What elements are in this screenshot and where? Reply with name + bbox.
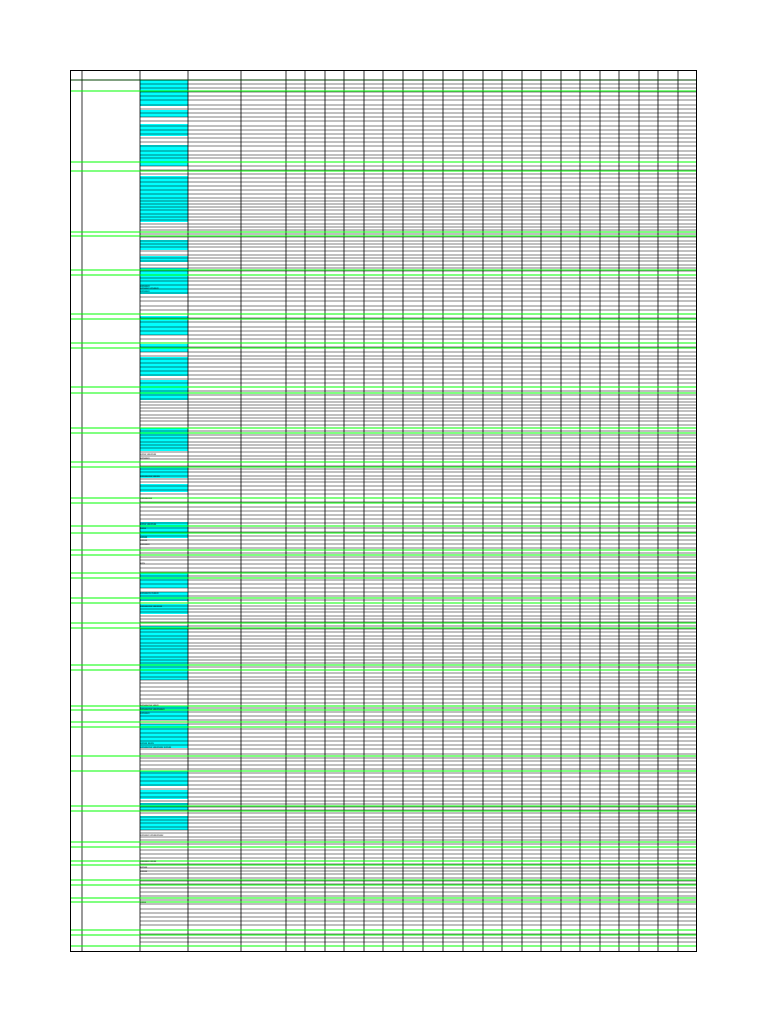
cell-note[interactable]: xxxxxx [140,870,148,873]
cell-note[interactable]: xxxxxxxx [140,543,150,546]
highlighted-cell-block [140,357,188,376]
cell-note[interactable]: xxxxx xxxxxxxx [140,453,157,456]
highlighted-cell-block [140,176,188,222]
cell-note[interactable]: xxxxxxxxxx xxxxxxxxxx [140,708,165,711]
cell-note[interactable]: xxxxx [140,901,146,904]
cell-note[interactable]: xxxxxxxx [140,290,150,293]
highlighted-cell-block [140,573,188,588]
highlighted-cell-block [140,467,188,478]
highlighted-cell-block [140,592,188,601]
cell-note[interactable]: xxxxxxxx [140,457,150,460]
cell-note[interactable]: xxxxxxxx [140,712,150,715]
cell-note[interactable]: xxxxxx [140,536,148,539]
cell-note[interactable]: xxxxxxxxxx xxxxx [140,704,159,707]
highlighted-cell-block [140,316,188,335]
highlighted-cell-block [140,484,188,492]
highlighted-cell-block [140,240,188,250]
cell-note[interactable]: xxxxxxxxxx xxxxxxxx [140,605,163,608]
grid-lines [70,70,697,952]
highlighted-cell-block [140,80,188,106]
highlighted-cell-block [140,256,188,262]
cell-note[interactable]: xxxxxx [140,866,148,869]
cell-note[interactable]: xxxxxxxxx xxxxxx [140,592,159,595]
cell-note[interactable]: xxxxxxxx xxxxxxx [140,287,159,290]
cell-note[interactable]: xxxxxxxx [140,285,150,288]
cell-note[interactable]: xxxxxxxx xxxxx [140,860,157,863]
sheet-border [70,70,697,952]
highlighted-cell-block [140,790,188,799]
cell-note[interactable]: xxxxxxxxxx xxxxxxxxx xxxxxx [140,746,172,749]
cell-note[interactable]: xxxxxxxxxx [140,497,152,500]
highlighted-cell-block [140,428,188,451]
cell-note[interactable]: xxxx [140,562,145,565]
highlighted-cell-block [140,771,188,786]
cell-note[interactable]: xxxxxx [140,539,148,542]
cell-note[interactable]: xxxxx xxxxxxxx [140,523,157,526]
highlighted-cell-block [140,110,188,117]
highlighted-cell-block [140,724,188,748]
highlighted-cell-block [140,145,188,166]
cell-note[interactable]: xxxxx [140,527,146,530]
cell-note[interactable]: xxxxxx xxxxx [140,742,154,745]
spreadsheet-grid[interactable]: xxxxxxxx xxxxxxxx xxxxxxx xxxxxxxx xxxxx xx… [70,70,697,952]
cell-note[interactable]: xxxxxxxx xxxxxxxxxxx [140,834,164,837]
cell-note[interactable]: xxxxxxxxxx xxxxxx [140,475,160,478]
